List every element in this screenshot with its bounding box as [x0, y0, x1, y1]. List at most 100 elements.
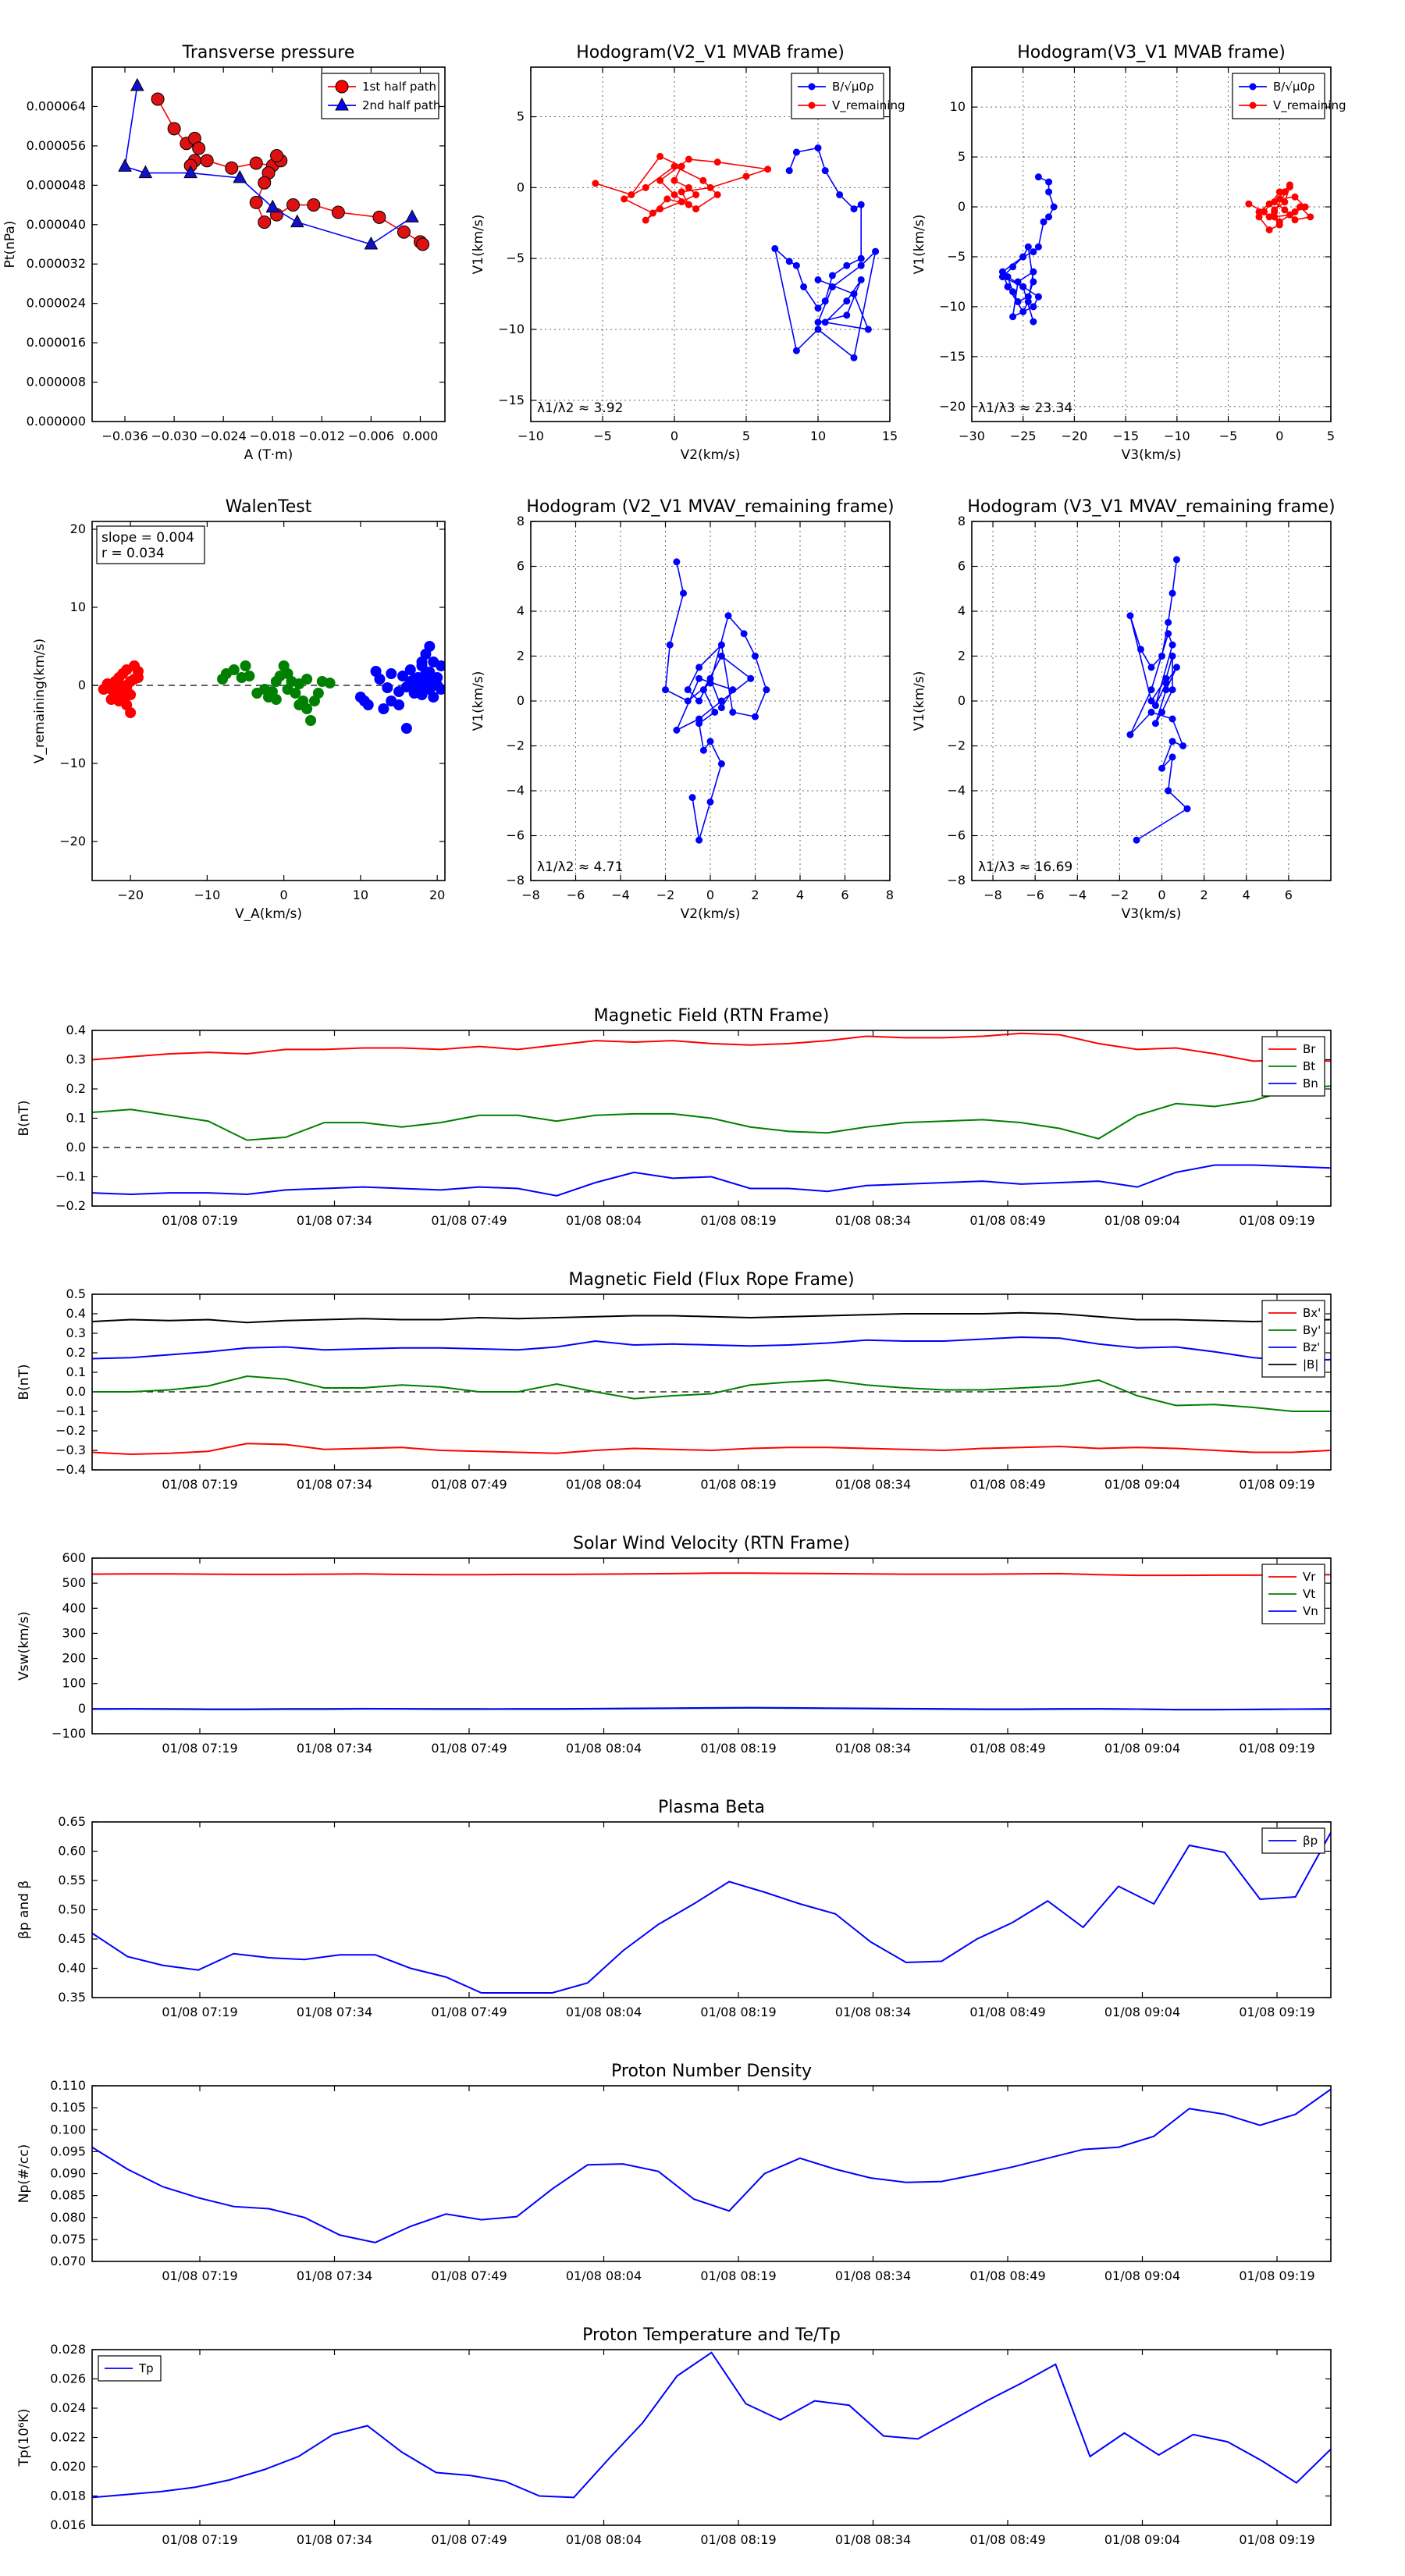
- data-point: [1147, 664, 1155, 671]
- data-point: [699, 746, 707, 754]
- y-tick-label: 0.105: [50, 2100, 86, 2115]
- x-tick-label: 01/08 08:04: [566, 1477, 642, 1492]
- data-point: [1168, 738, 1176, 745]
- y-tick-label: 0.55: [58, 1873, 86, 1888]
- data-point: [1183, 805, 1191, 813]
- series-line: [92, 1572, 1331, 1577]
- data-point: [673, 558, 681, 566]
- axes-frame: [91, 1821, 1332, 1998]
- y-tick-label: 0.50: [58, 1902, 86, 1917]
- y-tick-label: 0.3: [66, 1052, 86, 1067]
- x-tick-label: 01/08 07:19: [162, 2005, 237, 2019]
- x-tick-label: 0: [1158, 888, 1165, 902]
- legend-label: Bz': [1303, 1340, 1320, 1354]
- y-tick-label: 0.60: [58, 1844, 86, 1859]
- data-point: [814, 326, 822, 333]
- y-tick-label: 0: [958, 693, 966, 708]
- data-point: [1291, 208, 1299, 215]
- data-point: [1286, 181, 1293, 189]
- data-point: [1168, 589, 1176, 597]
- data-point: [1030, 278, 1037, 286]
- y-tick-label: 0.000032: [27, 256, 86, 271]
- y-tick-label: 0: [958, 199, 966, 214]
- ts6-axes: 01/08 07:19 01/08 07:34 01/08 07:49 01/08 0…: [16, 2325, 1332, 2547]
- axes-frame: [971, 521, 1332, 881]
- x-tick-label: 01/08 08:19: [700, 2005, 776, 2019]
- y-tick-label: 0.080: [50, 2210, 86, 2225]
- ts1-axes: 01/08 07:19 01/08 07:34 01/08 07:49 01/08 0…: [16, 1006, 1332, 1228]
- y-tick-label: −8: [947, 873, 966, 888]
- data-point: [1271, 198, 1279, 206]
- data-point: [864, 326, 872, 333]
- y-axis-label: B(nT): [16, 1100, 32, 1136]
- ts5-plot: [92, 2088, 1331, 2243]
- data-point: [1281, 206, 1289, 214]
- x-tick-label: 01/08 08:19: [700, 2532, 776, 2547]
- x-tick-label: 01/08 07:49: [431, 1213, 507, 1228]
- x-tick-label: 2: [751, 888, 759, 902]
- legend: B/√μ0ρ V_remaining: [1232, 73, 1346, 119]
- x-axis-label: V3(km/s): [1122, 906, 1182, 922]
- data-point: [1009, 288, 1017, 296]
- data-point: [1255, 213, 1263, 221]
- x-tick-label: 10: [353, 888, 368, 902]
- data-point: [688, 794, 696, 802]
- annotation: λ1/λ3 ≈ 16.69: [978, 859, 1072, 875]
- y-tick-label: −15: [939, 349, 966, 364]
- x-tick-label: −5: [1219, 429, 1238, 443]
- y-tick-label: −0.1: [55, 1169, 86, 1184]
- data-point: [125, 707, 137, 718]
- y-axis-label: Vsw(km/s): [16, 1611, 32, 1681]
- data-point: [678, 188, 685, 196]
- ts3-plot: [92, 1572, 1331, 1711]
- x-tick-label: 01/08 08:04: [566, 2532, 642, 2547]
- legend-label: V_remaining: [832, 98, 905, 113]
- x-tick-label: 01/08 07:49: [431, 1741, 507, 1756]
- data-point: [1126, 731, 1134, 738]
- y-tick-label: 0.1: [66, 1111, 86, 1126]
- axes-frame: [530, 521, 891, 881]
- x-tick-label: −5: [593, 429, 612, 443]
- y-tick-label: 0.5: [66, 1286, 86, 1301]
- data-point: [1024, 293, 1032, 301]
- y-axis-label: V1(km/s): [912, 215, 927, 275]
- data-point: [233, 169, 247, 183]
- data-point: [763, 686, 770, 694]
- x-tick-label: 01/08 07:34: [297, 2532, 372, 2547]
- legend-label: Bx': [1303, 1306, 1321, 1320]
- data-point: [1030, 248, 1037, 256]
- data-point: [1168, 686, 1176, 694]
- data-point: [382, 682, 393, 693]
- data-point: [695, 720, 703, 728]
- y-tick-label: 500: [62, 1575, 86, 1590]
- data-point: [649, 209, 656, 217]
- data-point: [282, 684, 293, 695]
- data-point: [1245, 200, 1253, 208]
- y-tick-label: −6: [506, 828, 525, 843]
- x-tick-label: 01/08 09:19: [1239, 2268, 1314, 2283]
- series-line: [664, 561, 767, 841]
- data-point: [1009, 313, 1017, 321]
- data-point: [1179, 742, 1187, 749]
- y-tick-label: −10: [59, 756, 86, 770]
- legend-label: B/√μ0ρ: [832, 80, 874, 94]
- data-point: [408, 674, 420, 685]
- series-2: [354, 641, 445, 734]
- x-tick-label: 01/08 08:49: [969, 1741, 1045, 1756]
- y-axis-label: V1(km/s): [912, 671, 927, 731]
- y-tick-label: 0.000024: [27, 296, 86, 311]
- x-tick-label: 01/08 07:19: [162, 1213, 237, 1228]
- data-point: [695, 836, 703, 844]
- data-point: [393, 699, 405, 710]
- x-tick-label: 01/08 09:04: [1104, 2005, 1180, 2019]
- data-point: [680, 589, 687, 597]
- x-tick-label: 01/08 08:19: [700, 2268, 776, 2283]
- x-tick-label: 01/08 08:34: [835, 1741, 911, 1756]
- x-tick-label: 01/08 07:34: [297, 2005, 372, 2019]
- legend-label: By': [1303, 1323, 1321, 1337]
- wt-plot: [98, 641, 445, 734]
- data-point: [378, 703, 389, 714]
- x-tick-label: 01/08 09:04: [1104, 2268, 1180, 2283]
- annotation-line: r = 0.034: [101, 546, 165, 561]
- y-tick-label: −2: [506, 738, 525, 753]
